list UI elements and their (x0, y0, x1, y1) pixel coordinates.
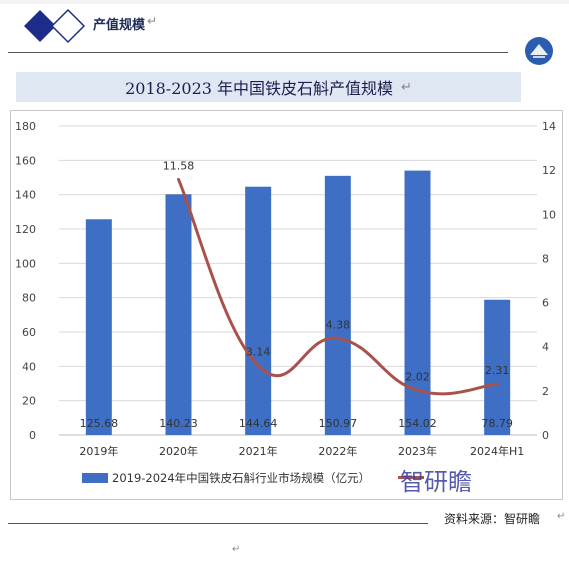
y-tick-label: 20 (22, 395, 36, 408)
bar (324, 175, 351, 435)
x-tick-label: 2019年 (79, 444, 118, 458)
line-data-label: 2.02 (405, 370, 430, 383)
bar (165, 194, 192, 435)
line-data-label: 3.14 (246, 346, 271, 359)
y-tick-label: 40 (22, 360, 36, 373)
bar-data-label: 125.68 (80, 417, 119, 430)
y2-tick-label: 2 (542, 385, 549, 398)
footer-divider (8, 523, 428, 524)
y2-tick-label: 6 (542, 297, 549, 310)
bar-data-label: 140.23 (159, 417, 198, 430)
top-strip (0, 0, 569, 4)
y-tick-label: 160 (15, 154, 36, 167)
bar-data-label: 144.64 (239, 417, 278, 430)
x-tick-label: 2022年 (318, 444, 357, 458)
x-tick-label: 2023年 (398, 444, 437, 458)
y2-tick-label: 14 (542, 120, 556, 133)
x-tick-label: 2020年 (159, 444, 198, 458)
bar (404, 170, 431, 435)
combo-chart: 0 20 40 60 80 100 120 140 160 180 0 2 4 6 8 10 12 14 125.6… (15, 120, 556, 458)
y2-tick-label: 10 (542, 208, 556, 221)
paragraph-mark: ↵ (557, 511, 566, 522)
chart-title: 2018-2023 年中国铁皮石斛产值规模 (125, 79, 394, 98)
bar-data-label: 78.79 (481, 417, 513, 430)
bar-data-label: 150.97 (319, 417, 358, 430)
y-tick-label: 140 (15, 189, 36, 202)
diamond-logo-icon (24, 8, 86, 44)
y-tick-label: 100 (15, 257, 36, 270)
chart-frame (10, 110, 563, 500)
bar-data-label: 154.02 (398, 417, 437, 430)
x-tick-label: 2024年H1 (470, 444, 524, 458)
legend-bar-label: 2019-2024年中国铁皮石斛行业市场规模（亿元） (112, 471, 371, 485)
y-tick-label: 180 (15, 120, 36, 133)
bar (85, 219, 112, 435)
paragraph-mark: ↵ (401, 79, 412, 95)
circular-badge-icon (525, 37, 553, 65)
source-label: 资料来源：智研瞻 (444, 512, 541, 526)
line-data-label: 4.38 (326, 318, 351, 331)
watermark: 智研瞻 (400, 468, 472, 496)
y-tick-label: 120 (15, 223, 36, 236)
legend-line-swatch (398, 476, 424, 479)
bar (484, 299, 511, 435)
line-data-label: 2.31 (485, 364, 510, 377)
y-tick-label: 60 (22, 326, 36, 339)
paragraph-mark: ↵ (232, 544, 241, 555)
section-title: 产值规模 (93, 18, 146, 33)
legend-bar-swatch (82, 473, 108, 483)
paragraph-mark: ↵ (147, 14, 158, 28)
y-tick-label: 80 (22, 292, 36, 305)
x-tick-label: 2021年 (239, 444, 278, 458)
y2-tick-label: 4 (542, 341, 549, 354)
growth-rate-line (177, 177, 499, 396)
line-data-label: 11.58 (163, 159, 195, 172)
y-tick-label: 0 (29, 429, 36, 442)
header-divider (8, 52, 508, 53)
chart-title-band: 2018-2023 年中国铁皮石斛产值规模 ↵ (16, 72, 521, 102)
y2-tick-label: 12 (542, 164, 556, 177)
y2-tick-label: 0 (542, 429, 549, 442)
bar (245, 186, 272, 435)
y2-tick-label: 8 (542, 252, 549, 265)
